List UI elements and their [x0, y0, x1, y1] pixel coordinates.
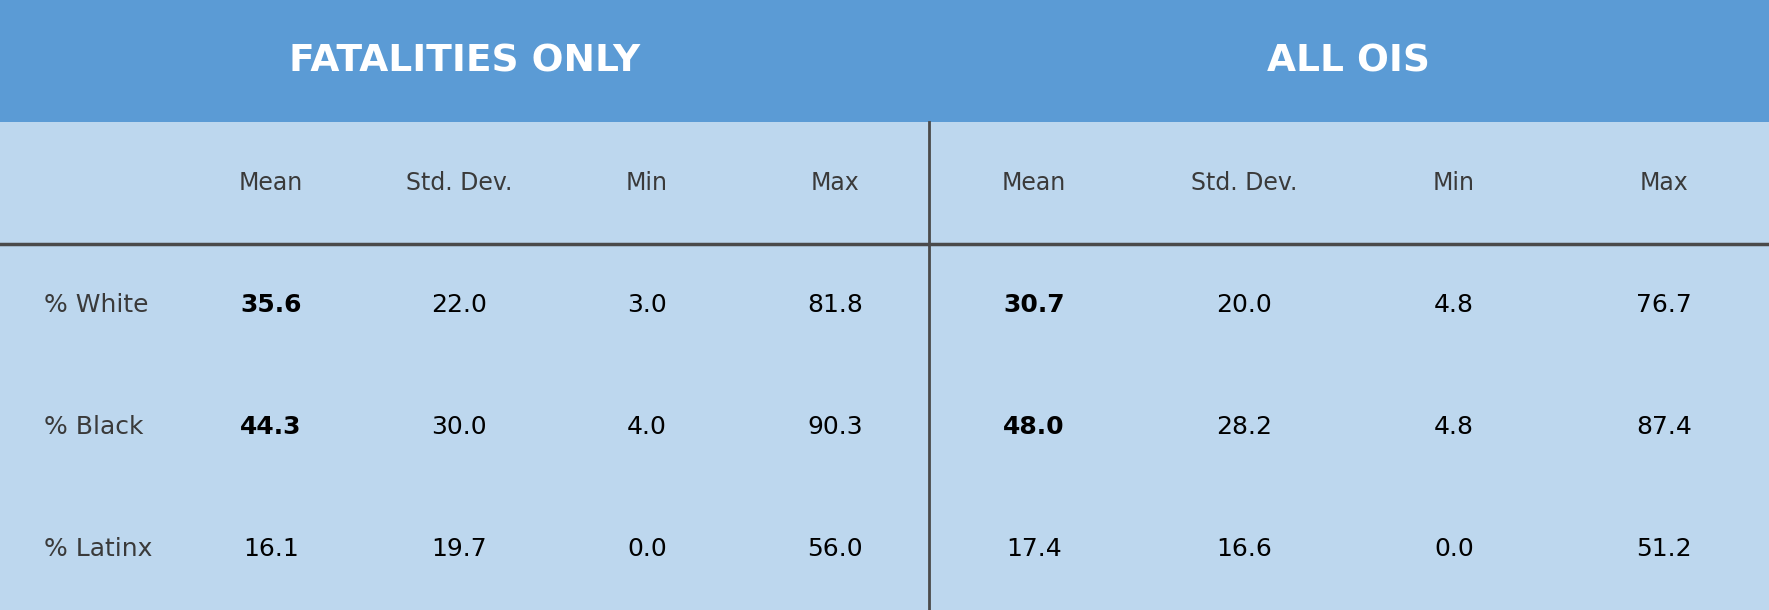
- Text: 17.4: 17.4: [1007, 537, 1061, 561]
- Text: 35.6: 35.6: [241, 293, 302, 317]
- Text: 4.0: 4.0: [626, 415, 667, 439]
- Text: 0.0: 0.0: [1435, 537, 1474, 561]
- Text: 16.1: 16.1: [242, 537, 299, 561]
- Text: 3.0: 3.0: [626, 293, 667, 317]
- Text: 19.7: 19.7: [432, 537, 486, 561]
- Text: % Black: % Black: [44, 415, 143, 439]
- Text: ALL OIS: ALL OIS: [1267, 43, 1431, 79]
- Text: 44.3: 44.3: [241, 415, 302, 439]
- Text: 16.6: 16.6: [1215, 537, 1272, 561]
- Text: % Latinx: % Latinx: [44, 537, 152, 561]
- Text: Max: Max: [1640, 171, 1688, 195]
- Text: Std. Dev.: Std. Dev.: [405, 171, 511, 195]
- Text: Std. Dev.: Std. Dev.: [1191, 171, 1297, 195]
- Bar: [0, 122, 1769, 610]
- Text: Min: Min: [1433, 171, 1475, 195]
- Text: 30.7: 30.7: [1003, 293, 1065, 317]
- Text: 4.8: 4.8: [1435, 293, 1474, 317]
- Text: % White: % White: [44, 293, 149, 317]
- Text: 0.0: 0.0: [626, 537, 667, 561]
- Text: 87.4: 87.4: [1636, 415, 1691, 439]
- Text: 4.8: 4.8: [1435, 415, 1474, 439]
- Text: 51.2: 51.2: [1636, 537, 1691, 561]
- Text: 56.0: 56.0: [807, 537, 863, 561]
- Text: 30.0: 30.0: [432, 415, 486, 439]
- Text: 20.0: 20.0: [1215, 293, 1272, 317]
- Text: 22.0: 22.0: [432, 293, 486, 317]
- Bar: [0, 0, 929, 122]
- Text: Max: Max: [810, 171, 860, 195]
- Text: Min: Min: [626, 171, 667, 195]
- Text: 90.3: 90.3: [807, 415, 863, 439]
- Text: 28.2: 28.2: [1215, 415, 1272, 439]
- Text: 81.8: 81.8: [807, 293, 863, 317]
- Text: 76.7: 76.7: [1636, 293, 1691, 317]
- Text: Mean: Mean: [1001, 171, 1067, 195]
- Bar: [929, 0, 1769, 122]
- Text: Mean: Mean: [239, 171, 302, 195]
- Text: FATALITIES ONLY: FATALITIES ONLY: [288, 43, 640, 79]
- Text: 48.0: 48.0: [1003, 415, 1065, 439]
